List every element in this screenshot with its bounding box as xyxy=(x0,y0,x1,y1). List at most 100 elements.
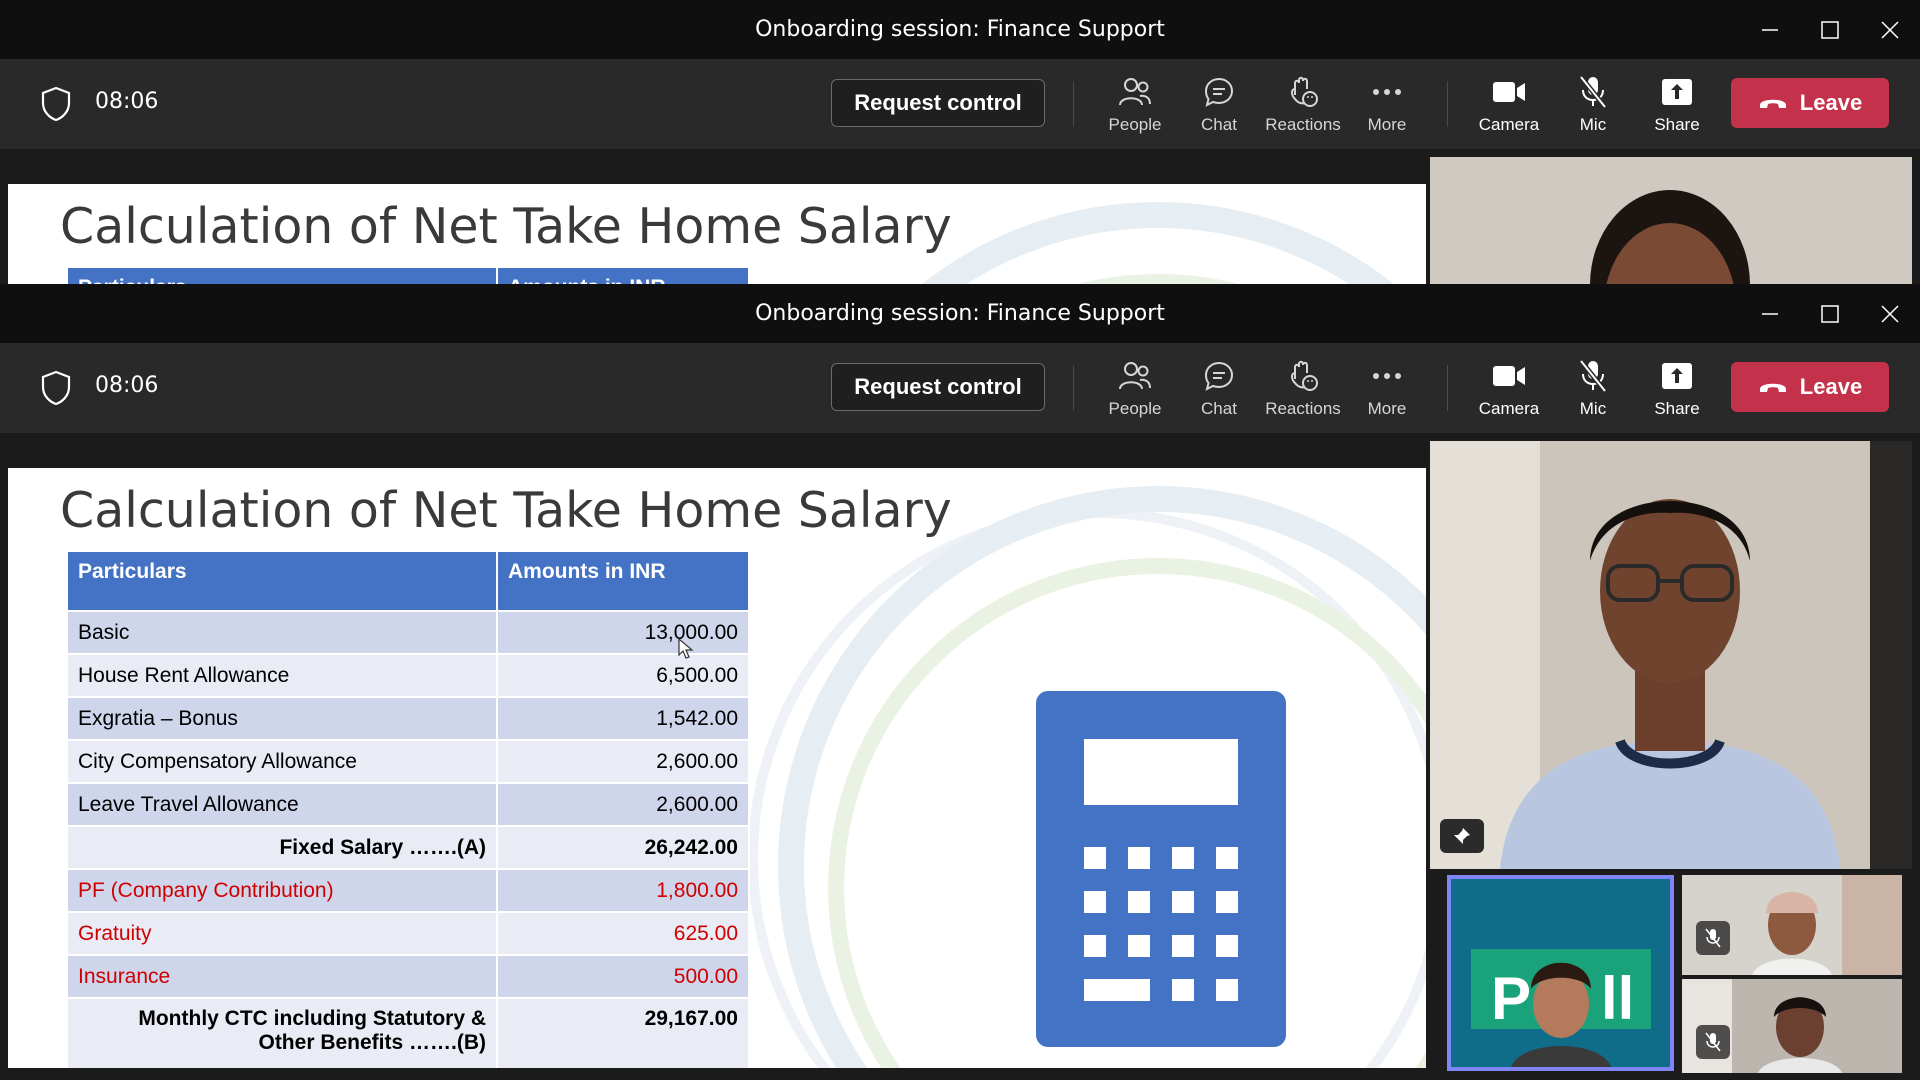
meeting-timer: 08:06 xyxy=(95,373,159,398)
reactions-button[interactable]: Reactions xyxy=(1261,357,1345,423)
close-button[interactable] xyxy=(1860,284,1920,343)
table-row-total: Monthly CTC including Statutory & Other … xyxy=(66,997,750,1068)
row-amount: 2,600.00 xyxy=(496,782,750,827)
reactions-icon xyxy=(1291,76,1318,107)
row-amount: 625.00 xyxy=(496,911,750,956)
share-icon xyxy=(1662,79,1692,105)
more-icon xyxy=(1373,373,1401,379)
camera-icon xyxy=(1493,366,1525,386)
camera-button[interactable]: Camera xyxy=(1467,73,1551,139)
request-control-button[interactable]: Request control xyxy=(831,363,1045,411)
mic-button[interactable]: Mic xyxy=(1551,357,1635,423)
share-button[interactable]: Share xyxy=(1635,73,1719,139)
mic-off-icon xyxy=(1705,1032,1721,1052)
participant-video[interactable] xyxy=(1430,441,1912,869)
muted-badge xyxy=(1696,921,1730,955)
muted-badge xyxy=(1696,1025,1730,1059)
minimize-icon xyxy=(1762,312,1778,315)
reactions-button[interactable]: Reactions xyxy=(1261,73,1345,139)
people-icon xyxy=(1119,78,1151,106)
calc-key xyxy=(1084,979,1150,1001)
mic-off-icon xyxy=(1579,75,1607,109)
people-button[interactable]: People xyxy=(1093,357,1177,423)
chat-button[interactable]: Chat xyxy=(1177,73,1261,139)
row-label: Insurance xyxy=(66,954,498,999)
svg-text:P: P xyxy=(1491,965,1531,1032)
row-amount: 2,600.00 xyxy=(496,739,750,784)
close-button[interactable] xyxy=(1860,0,1920,59)
request-control-button[interactable]: Request control xyxy=(831,79,1045,127)
close-icon xyxy=(1881,304,1899,323)
salary-table: Particulars Amounts in INR Basic 13,000.… xyxy=(66,550,750,1068)
calculator-display xyxy=(1084,739,1238,805)
chat-icon xyxy=(1204,77,1234,107)
participant-tile[interactable] xyxy=(1682,875,1902,975)
pin-icon xyxy=(1454,828,1470,844)
row-label: House Rent Allowance xyxy=(66,653,498,698)
minimize-icon xyxy=(1762,28,1778,31)
presenter-video: P ll xyxy=(1451,879,1670,1067)
reactions-label: Reactions xyxy=(1265,399,1341,418)
pin-button[interactable] xyxy=(1440,819,1484,853)
mouse-pointer-icon xyxy=(678,638,694,659)
table-row-subtotal: Fixed Salary …….(A) 26,242.00 xyxy=(66,825,750,870)
slide-title: Calculation of Net Take Home Salary xyxy=(60,482,952,539)
people-button[interactable]: People xyxy=(1093,73,1177,139)
participant-video xyxy=(1430,157,1912,284)
participant-video xyxy=(1682,875,1902,975)
title-bar: Onboarding session: Finance Support xyxy=(0,0,1920,59)
row-label: PF (Company Contribution) xyxy=(66,868,498,913)
share-button[interactable]: Share xyxy=(1635,357,1719,423)
maximize-button[interactable] xyxy=(1800,0,1860,59)
participant-tile-presenter[interactable]: P ll xyxy=(1447,875,1674,1071)
camera-label: Camera xyxy=(1478,399,1540,418)
row-amount: 13,000.00 xyxy=(496,610,750,655)
calc-key xyxy=(1128,847,1150,869)
maximize-button[interactable] xyxy=(1800,284,1860,343)
table-row: PF (Company Contribution) 1,800.00 xyxy=(66,868,750,913)
phone-hangup-icon xyxy=(1759,99,1786,108)
chat-icon xyxy=(1204,361,1234,391)
chat-button[interactable]: Chat xyxy=(1177,357,1261,423)
table-header: Amounts in INR xyxy=(496,266,750,284)
mic-button[interactable]: Mic xyxy=(1551,73,1635,139)
more-button[interactable]: More xyxy=(1345,73,1429,139)
phone-hangup-icon xyxy=(1759,383,1786,392)
divider xyxy=(1447,81,1448,127)
minimize-button[interactable] xyxy=(1740,284,1800,343)
row-label: Exgratia – Bonus xyxy=(66,696,498,741)
row-label: City Compensatory Allowance xyxy=(66,739,498,784)
table-row: City Compensatory Allowance 2,600.00 xyxy=(66,739,750,784)
reactions-icon xyxy=(1291,360,1318,391)
table-row: House Rent Allowance 6,500.00 xyxy=(66,653,750,698)
camera-button[interactable]: Camera xyxy=(1467,357,1551,423)
more-button[interactable]: More xyxy=(1345,357,1429,423)
table-header: Particulars xyxy=(66,550,498,612)
maximize-icon xyxy=(1821,20,1839,39)
person-silhouette xyxy=(1430,441,1912,869)
chat-label: Chat xyxy=(1201,399,1237,418)
shared-slide: Calculation of Net Take Home Salary Part… xyxy=(8,468,1426,1068)
row-amount: 6,500.00 xyxy=(496,653,750,698)
participant-tile[interactable] xyxy=(1682,979,1902,1073)
more-icon xyxy=(1373,89,1401,95)
minimize-button[interactable] xyxy=(1740,0,1800,59)
meeting-toolbar: 08:06 Request control People Chat Reacti… xyxy=(0,343,1920,433)
calculator-icon xyxy=(1036,691,1286,1047)
table-row: Basic 13,000.00 xyxy=(66,610,750,655)
content-stage: Calculation of Net Take Home Salary Part… xyxy=(0,433,1920,1080)
more-label: More xyxy=(1367,399,1407,418)
calc-key xyxy=(1128,891,1150,913)
mic-off-icon xyxy=(1705,928,1721,948)
mic-off-icon xyxy=(1579,359,1607,393)
calc-key xyxy=(1216,935,1238,957)
table-row: Exgratia – Bonus 1,542.00 xyxy=(66,696,750,741)
share-icon xyxy=(1662,363,1692,389)
row-amount: 500.00 xyxy=(496,954,750,999)
shield-icon xyxy=(41,86,71,122)
slide-title: Calculation of Net Take Home Salary xyxy=(60,198,952,255)
leave-button[interactable]: Leave xyxy=(1731,362,1889,412)
leave-button[interactable]: Leave xyxy=(1731,78,1889,128)
shared-slide: Calculation of Net Take Home Salary Part… xyxy=(8,184,1426,284)
